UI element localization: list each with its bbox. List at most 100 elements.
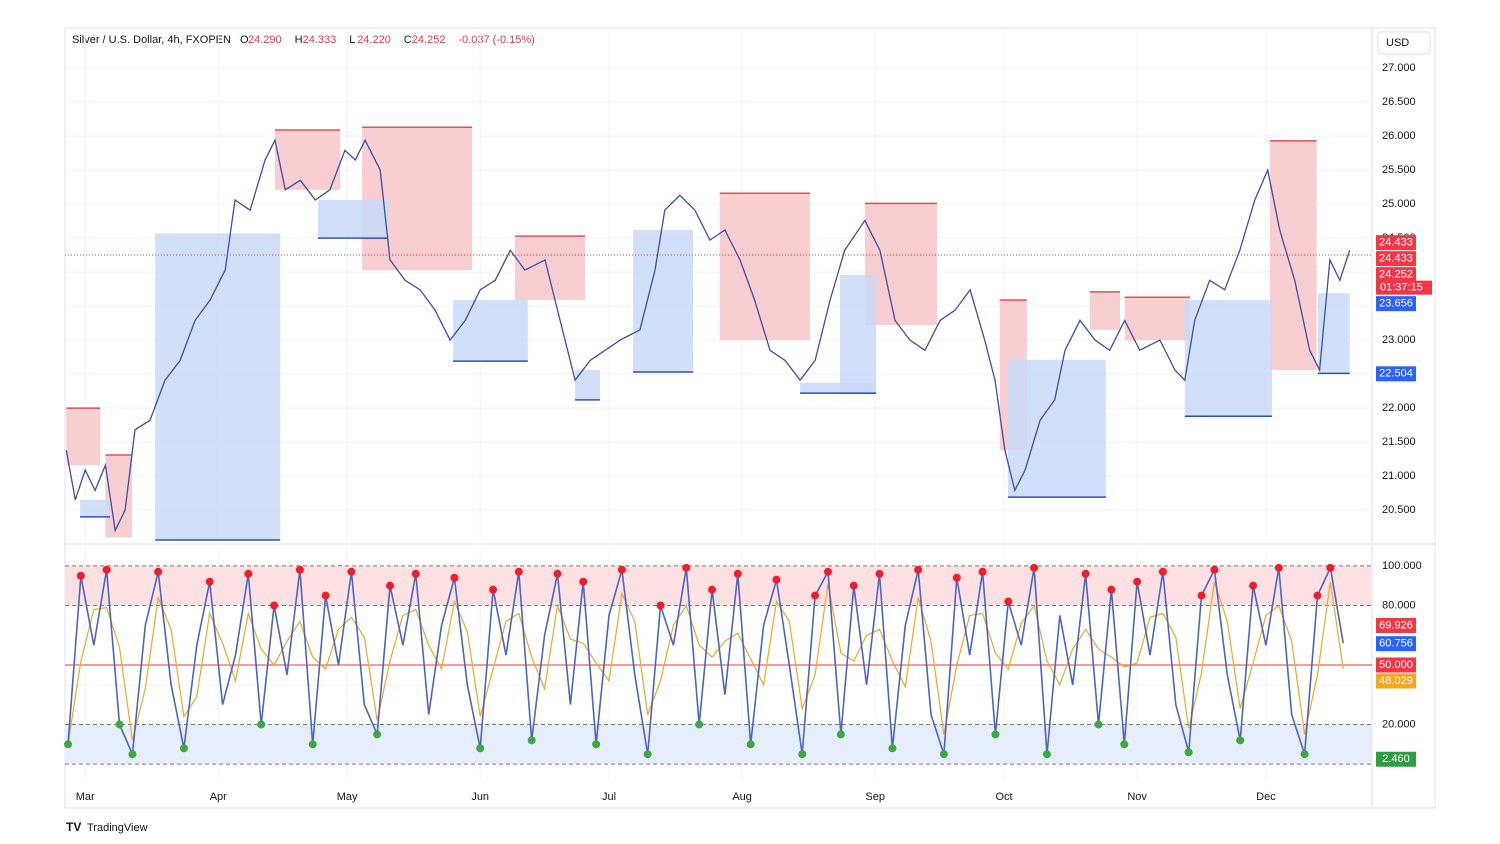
overbought-dot — [450, 573, 459, 582]
demand-zone — [453, 299, 528, 362]
x-tick-label: Aug — [732, 791, 752, 803]
logo: TV — [66, 820, 81, 834]
overbought-dot — [76, 571, 85, 580]
ohlc-key: O — [240, 34, 249, 46]
overbought-dot — [295, 565, 304, 574]
oversold-dot — [695, 720, 704, 729]
overbought-dot — [1030, 563, 1039, 572]
overbought-dot — [514, 567, 523, 576]
overbought-dot — [205, 577, 214, 586]
y-tick-label: 20.000 — [1382, 718, 1416, 730]
price-label-box — [1376, 235, 1416, 251]
oversold-dot — [1184, 748, 1193, 757]
overbought-dot — [952, 573, 961, 582]
overbought-dot — [708, 585, 717, 594]
overbought-dot — [1107, 585, 1116, 594]
overbought-dot — [914, 565, 923, 574]
oversold-dot — [1094, 720, 1103, 729]
price-label: 48.029 — [1379, 675, 1413, 687]
supply-zone — [864, 203, 938, 326]
oversold-dot — [64, 740, 73, 749]
x-tick-label: Jun — [471, 791, 489, 803]
x-tick-label: Apr — [210, 791, 227, 803]
y-tick-label: 25.000 — [1382, 198, 1416, 210]
x-tick-label: May — [337, 791, 358, 803]
demand-zone — [1184, 299, 1272, 417]
price-label: 24.433 — [1379, 237, 1413, 249]
price-label-box — [1376, 673, 1416, 689]
price-label: 60.756 — [1379, 638, 1413, 650]
change: -0.037 (-0.15%) — [458, 34, 534, 46]
oversold-dot — [128, 750, 137, 759]
oversold-dot — [308, 740, 317, 749]
countdown-box — [1376, 280, 1432, 295]
y-tick-label: 26.000 — [1382, 130, 1416, 142]
price-label-box — [1376, 617, 1416, 633]
oversold-dot — [643, 750, 652, 759]
countdown: 01:37:15 — [1380, 282, 1423, 294]
overbought-dot — [244, 569, 253, 578]
overbought-dot — [772, 575, 781, 584]
y-tick-label: 25.500 — [1382, 164, 1416, 176]
overbought-dot — [811, 591, 820, 600]
oversold-dot — [592, 740, 601, 749]
demand-zone — [80, 499, 111, 517]
x-tick-label: Jul — [602, 791, 616, 803]
oversold-dot — [115, 720, 124, 729]
y-tick-label: 22.000 — [1382, 402, 1416, 414]
symbol: Silver / U.S. Dollar, 4h, FXOPEN — [72, 34, 231, 46]
demand-zone — [633, 229, 694, 373]
price-label-box — [1376, 636, 1416, 652]
price-line — [65, 138, 1351, 533]
oversold-dot — [1042, 750, 1051, 759]
oversold-dot — [939, 750, 948, 759]
supply-zone — [362, 127, 473, 271]
overbought-dot — [682, 563, 691, 572]
y-tick-label: 27.000 — [1382, 62, 1416, 74]
overbought-dot — [1004, 597, 1013, 606]
x-tick-label: Oct — [995, 791, 1012, 803]
ohlc-value: 24.252 — [412, 34, 446, 46]
oversold-dot — [1300, 750, 1309, 759]
overbought-dot — [1197, 591, 1206, 600]
ohlc-value: 24.333 — [303, 34, 337, 46]
oversold-dot — [836, 730, 845, 739]
price-label-box — [1376, 751, 1416, 767]
overbought-dot — [1326, 563, 1335, 572]
overbought-dot — [411, 569, 420, 578]
oversold-dot — [179, 744, 188, 753]
overbought-dot — [1313, 591, 1322, 600]
overbought-dot — [579, 577, 588, 586]
currency-box — [1377, 31, 1431, 55]
demand-zone — [155, 233, 281, 540]
oversold-dot — [1120, 740, 1129, 749]
price-label: 24.252 — [1379, 269, 1413, 281]
overbought-dot — [270, 601, 279, 610]
price-label: 22.504 — [1379, 368, 1413, 380]
price-label: 69.926 — [1379, 619, 1413, 631]
brand: TradingView — [87, 822, 148, 834]
overbought-dot — [849, 581, 858, 590]
price-label-box — [1376, 296, 1416, 312]
supply-zone — [66, 408, 101, 466]
overbought-dot — [321, 591, 330, 600]
price-label: 2.460 — [1382, 753, 1410, 765]
price-label-box — [1376, 366, 1416, 382]
x-tick-label: Dec — [1256, 791, 1276, 803]
supply-zone — [719, 193, 810, 341]
y-tick-label: 20.500 — [1382, 504, 1416, 516]
supply-zone — [1124, 297, 1190, 341]
oversold-dot — [476, 744, 485, 753]
overbought-dot — [617, 565, 626, 574]
supply-zone — [1089, 291, 1120, 330]
overbought-band — [65, 565, 1372, 606]
y-tick-label: 80.000 — [1382, 599, 1416, 611]
demand-zone — [1007, 359, 1106, 498]
price-label-box — [1376, 267, 1416, 283]
supply-zone — [1269, 140, 1317, 371]
supply-zone — [105, 455, 132, 538]
x-tick-label: Mar — [76, 791, 95, 803]
overbought-dot — [875, 569, 884, 578]
